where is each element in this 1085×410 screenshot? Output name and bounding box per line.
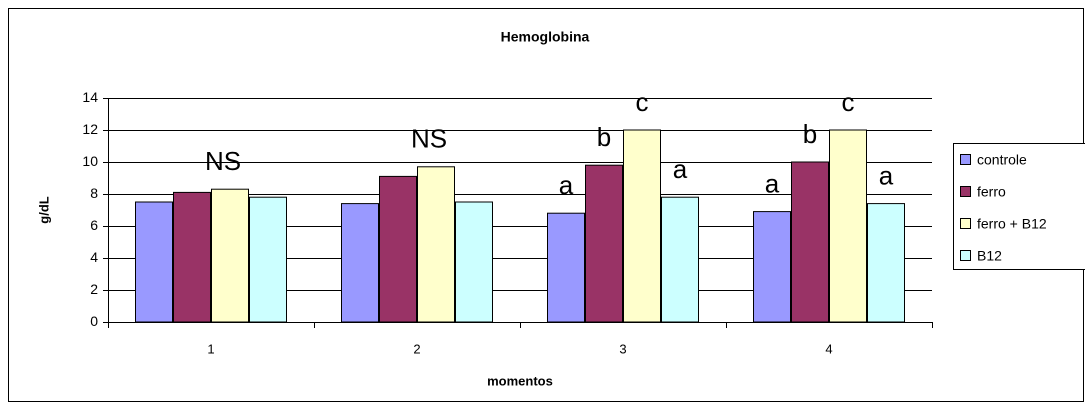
- bar: [249, 196, 287, 323]
- bar: [417, 166, 455, 323]
- annotation: c: [842, 87, 855, 117]
- legend-swatch: [960, 154, 971, 165]
- bar: [867, 203, 905, 323]
- bar: [791, 161, 829, 323]
- y-tick-label: 4: [90, 249, 98, 265]
- bar: [623, 129, 661, 323]
- legend-label: ferro + B12: [977, 216, 1047, 232]
- y-tick-label: 10: [82, 153, 98, 169]
- y-tick-label: 8: [90, 185, 98, 201]
- y-tick-label: 0: [90, 313, 98, 329]
- annotation: a: [765, 168, 780, 198]
- y-axis-label: g/dL: [36, 196, 51, 223]
- annotation: a: [559, 170, 574, 200]
- annotation: a: [673, 154, 688, 184]
- bar: [135, 201, 173, 323]
- bar: [455, 201, 493, 323]
- x-tick-label: 4: [825, 341, 832, 356]
- legend-label: B12: [977, 248, 1002, 264]
- bar: [341, 203, 379, 323]
- x-tick-label: 2: [413, 341, 420, 356]
- bar: [753, 211, 791, 323]
- annotation: c: [636, 87, 649, 117]
- y-tick-label: 12: [82, 121, 98, 137]
- annotation: a: [879, 160, 894, 190]
- annotation: NS: [205, 146, 241, 176]
- bar: [661, 196, 699, 323]
- legend: [953, 143, 1085, 270]
- legend-label: controle: [977, 152, 1027, 168]
- annotation: b: [597, 122, 611, 152]
- bar: [211, 188, 249, 323]
- y-tick-label: 2: [90, 281, 98, 297]
- x-tick-label: 3: [619, 341, 626, 356]
- annotation: NS: [411, 124, 447, 154]
- annotation: b: [803, 119, 817, 149]
- bar: [379, 175, 417, 323]
- bar: [829, 129, 867, 323]
- legend-label: ferro: [977, 184, 1006, 200]
- legend-swatch: [960, 218, 971, 229]
- x-axis-label: momentos: [487, 373, 553, 388]
- y-tick-label: 14: [82, 89, 98, 105]
- bar: [173, 191, 211, 323]
- chart-title: Hemoglobina: [501, 29, 590, 45]
- legend-swatch: [960, 186, 971, 197]
- bar: [585, 164, 623, 323]
- y-tick-label: 6: [90, 217, 98, 233]
- x-tick-label: 1: [207, 341, 214, 356]
- bar: [547, 212, 585, 323]
- legend-swatch: [960, 250, 971, 261]
